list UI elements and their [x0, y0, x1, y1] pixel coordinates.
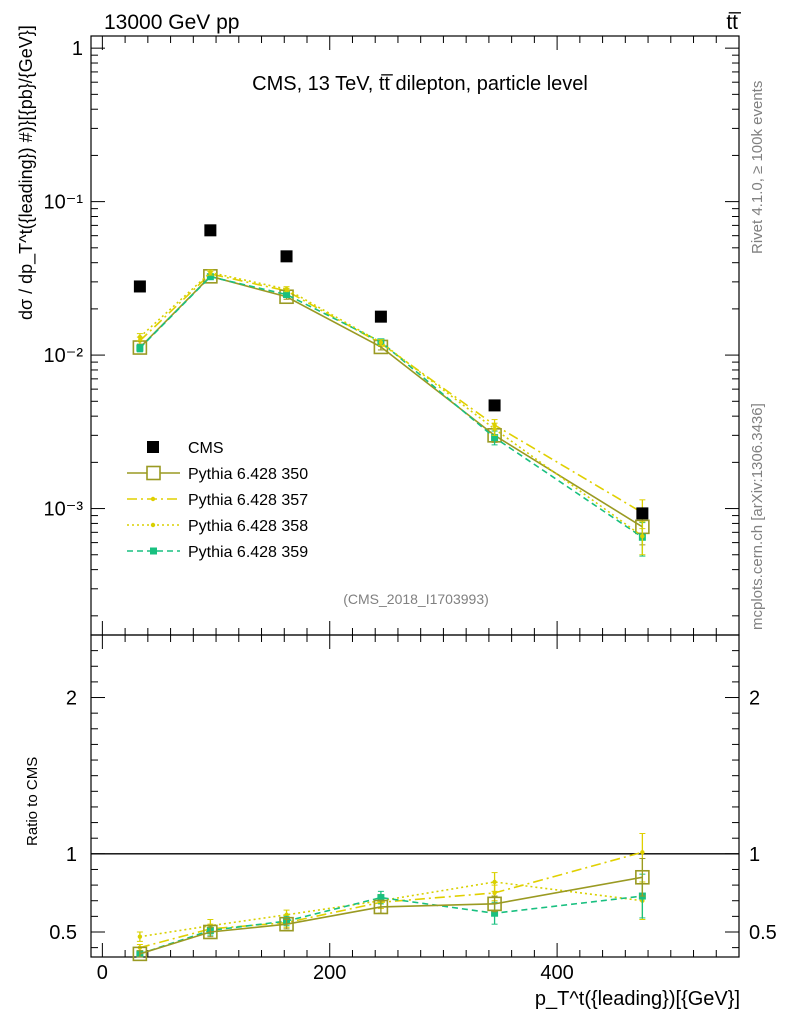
ratio-series-line — [139, 881, 643, 938]
ratio-marker — [373, 899, 389, 915]
main-series-line — [139, 273, 643, 514]
ratio-marker — [132, 946, 148, 962]
main-series-group — [132, 224, 650, 557]
rivet-info-label: Rivet 4.1.0, ≥ 100k events — [749, 81, 766, 254]
ratio-axis-ticks: 0 200 400 0.5 0.5 1 1 2 2 — [49, 635, 777, 984]
legend-marker — [150, 496, 156, 502]
ratio-y-axis-label: Ratio to CMS — [24, 757, 41, 846]
x-tick-label: 400 — [540, 962, 573, 984]
legend-label: Pythia 6.428 357 — [188, 492, 308, 509]
main-marker — [136, 344, 144, 352]
x-tick-label: 0 — [97, 962, 108, 984]
y-tick-label: 10⁻¹ — [44, 192, 84, 214]
ratio-series-line — [139, 876, 643, 955]
legend-marker — [146, 465, 161, 481]
x-axis-label: p_T^t({leading})[{GeV}] — [535, 988, 740, 1010]
main-series-line — [139, 275, 643, 528]
main-marker — [283, 291, 291, 299]
ratio-series-line — [139, 851, 643, 949]
y-tick-label: 10⁻³ — [44, 499, 84, 521]
ratio-y-tick-label: 0.5 — [49, 922, 77, 944]
header-energy-label: 13000 GeV pp — [104, 11, 239, 34]
ratio-y-tick-label-right: 0.5 — [749, 922, 777, 944]
ratio-y-tick-label-right: 1 — [749, 844, 760, 866]
main-title: CMS, 13 TeV, tt̅ dilepton, particle leve… — [252, 73, 588, 95]
legend-marker-cms — [147, 441, 159, 453]
y-tick-label: 1 — [72, 38, 83, 60]
ratio-plot-frame — [90, 634, 740, 958]
ratio-y-tick-label: 2 — [66, 688, 77, 710]
ratio-marker — [492, 890, 497, 896]
main-cms-point — [488, 399, 501, 412]
ratio-marker — [377, 894, 385, 902]
legend-label: Pythia 6.428 358 — [188, 518, 308, 535]
ratio-marker — [635, 869, 650, 885]
ratio-marker — [640, 850, 645, 855]
main-marker — [640, 534, 645, 539]
main-marker — [208, 270, 213, 275]
main-marker — [284, 286, 289, 292]
main-cms-point — [280, 250, 293, 263]
source-url-label: mcplots.cern.ch [arXiv:1306.3436] — [749, 403, 766, 630]
ratio-marker — [203, 924, 218, 940]
main-marker — [491, 434, 499, 442]
ratio-marker — [487, 896, 502, 912]
ratio-marker — [492, 879, 497, 885]
legend-label: Pythia 6.428 359 — [188, 544, 308, 561]
legend-label: Pythia 6.428 350 — [188, 466, 308, 483]
legend-marker — [150, 547, 157, 555]
main-marker — [137, 334, 143, 340]
ratio-marker — [491, 909, 499, 917]
ratio-series-group — [132, 833, 650, 962]
main-marker — [378, 340, 384, 345]
legend: CMS Pythia 6.428 350 Pythia 6.428 357 Pythi… — [127, 440, 308, 561]
analysis-watermark: (CMS_2018_I1703993) — [343, 591, 489, 607]
ratio-y-tick-label: 1 — [66, 844, 77, 866]
main-marker — [206, 273, 214, 281]
main-marker — [492, 426, 497, 432]
ratio-y-tick-label-right: 2 — [749, 688, 760, 710]
y-tick-label: 10⁻² — [44, 345, 84, 367]
main-cms-point — [636, 507, 649, 520]
ratio-series-line — [139, 895, 643, 955]
main-series-line — [139, 275, 643, 538]
main-cms-point — [133, 280, 146, 293]
legend-label: CMS — [188, 440, 224, 457]
main-cms-point — [374, 310, 387, 323]
legend-marker — [150, 522, 156, 528]
header-process-label: tt̅ — [726, 11, 742, 34]
main-axis-ticks: 1 10⁻¹ 10⁻² 10⁻³ — [44, 36, 739, 635]
main-series-line — [139, 271, 643, 537]
ratio-marker — [137, 934, 143, 939]
x-tick-label: 200 — [313, 962, 346, 984]
main-y-axis-label: dσ / dp_T^t({leading}) #)}[{pb}/{GeV}] — [16, 25, 37, 320]
ratio-marker — [279, 916, 294, 932]
main-cms-point — [204, 224, 217, 237]
